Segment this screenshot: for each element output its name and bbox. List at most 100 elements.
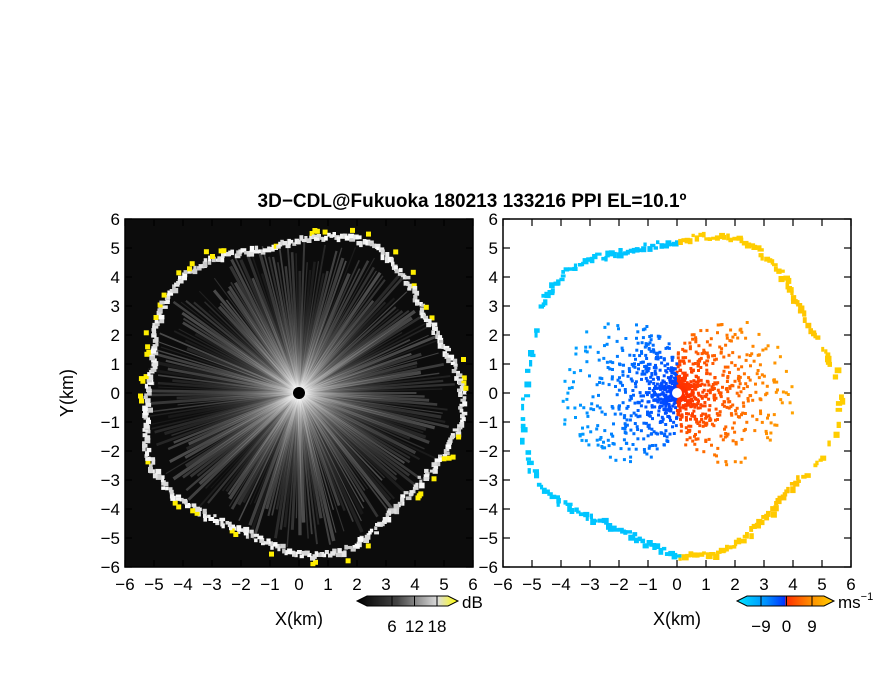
velocity-pixel [657,413,660,417]
velocity-pixel [772,378,776,382]
intensity-ring-pixel [319,552,325,557]
velocity-pixel [658,406,662,410]
intensity-hot-pixel [269,551,274,557]
velocity-pixel [681,379,685,383]
velocity-pixel [615,339,619,343]
velocity-pixel [745,385,749,389]
velocity-pixel [617,407,621,411]
velocity-pixel [629,428,633,432]
velocity-pixel [705,371,709,375]
velocity-pixel [730,361,734,365]
intensity-ring-pixel [400,497,405,504]
velocity-pixel [676,412,680,416]
velocity-pixel [679,423,683,427]
intensity-ring-pixel [164,300,170,304]
velocity-ring-pixel [582,258,589,265]
velocity-pixel [665,402,668,405]
velocity-pixel [603,446,607,450]
velocity-pixel [716,331,719,335]
velocity-pixel [731,335,735,339]
velocity-ring-pixel [749,526,754,532]
intensity-ring-pixel [253,250,260,254]
velocity-pixel [634,385,638,389]
intensity-ring-pixel [236,525,242,531]
velocity-pixel [607,383,611,387]
intensity-hot-pixel [233,532,239,537]
intensity-hot-pixel [176,270,182,276]
velocity-pixel [718,410,722,414]
velocity-pixel [589,430,593,434]
velocity-pixel [713,398,716,402]
intensity-ring-pixel [163,481,169,487]
velocity-pixel [652,348,656,352]
velocity-pixel [697,344,701,348]
intensity-ring-pixel [385,513,389,518]
intensity-ring-pixel [457,388,461,393]
intensity-ring-pixel [192,505,197,511]
velocity-pixel [632,411,636,415]
velocity-pixel [642,437,646,441]
velocity-pixel [653,384,657,388]
x-tick-label: 2 [730,575,739,594]
velocity-pixel [670,371,674,375]
velocity-pixel [648,362,652,366]
velocity-ring-pixel [668,550,675,557]
velocity-ring-pixel [732,236,739,241]
velocity-pixel [646,434,650,438]
intensity-ring-pixel [352,545,356,550]
intensity-ring-pixel [354,543,360,549]
velocity-pixel [693,434,696,438]
intensity-ring-pixel [249,529,254,534]
intensity-ring-pixel [182,272,188,278]
velocity-pixel [705,328,709,332]
velocity-pixel [606,366,610,369]
intensity-ring-pixel [148,466,153,473]
velocity-pixel [639,429,643,433]
velocity-pixel [622,458,626,462]
velocity-pixel [694,336,698,340]
y-tick-label: −3 [101,471,120,490]
velocity-pixel [736,336,740,340]
velocity-ring-pixel [714,235,720,241]
velocity-pixel [603,429,607,433]
intensity-ring-pixel [147,372,151,377]
velocity-pixel [675,362,679,366]
y-tick-label: 0 [489,384,498,403]
velocity-pixel [740,365,744,369]
velocity-pixel [713,453,717,457]
x-tick-label: 5 [439,575,448,594]
intensity-ring-pixel [150,367,157,372]
x-tick-label: −1 [638,575,657,594]
intensity-ring-pixel [243,526,250,533]
velocity-pixel [715,412,719,416]
velocity-pixel [685,373,689,377]
velocity-pixel [623,414,627,418]
intensity-ring-pixel [271,244,275,250]
velocity-ring-pixel [608,250,615,257]
intensity-ring-pixel [309,235,315,240]
intensity-ring-pixel [259,538,265,543]
intensity-hot-pixel [345,558,351,564]
intensity-hot-pixel [146,349,152,355]
velocity-pixel [615,393,619,397]
velocity-pixel [600,377,604,381]
velocity-pixel [699,403,703,407]
velocity-pixel [644,353,648,357]
intensity-ring-pixel [203,515,207,522]
velocity-pixel [733,460,737,464]
velocity-pixel [644,376,648,380]
velocity-pixel [689,367,693,370]
velocity-pixel [773,423,777,427]
velocity-ring-pixel [525,450,532,455]
intensity-ring-pixel [451,369,457,374]
velocity-ring-pixel [770,506,777,512]
velocity-pixel [637,363,640,366]
velocity-pixel [641,336,645,340]
velocity-pixel [696,364,700,368]
intensity-ring-pixel [169,289,174,293]
velocity-pixel [662,357,666,361]
velocity-pixel [655,399,659,402]
velocity-pixel [744,336,748,340]
intensity-ring-pixel [144,454,148,458]
velocity-ring-pixel [640,538,646,544]
